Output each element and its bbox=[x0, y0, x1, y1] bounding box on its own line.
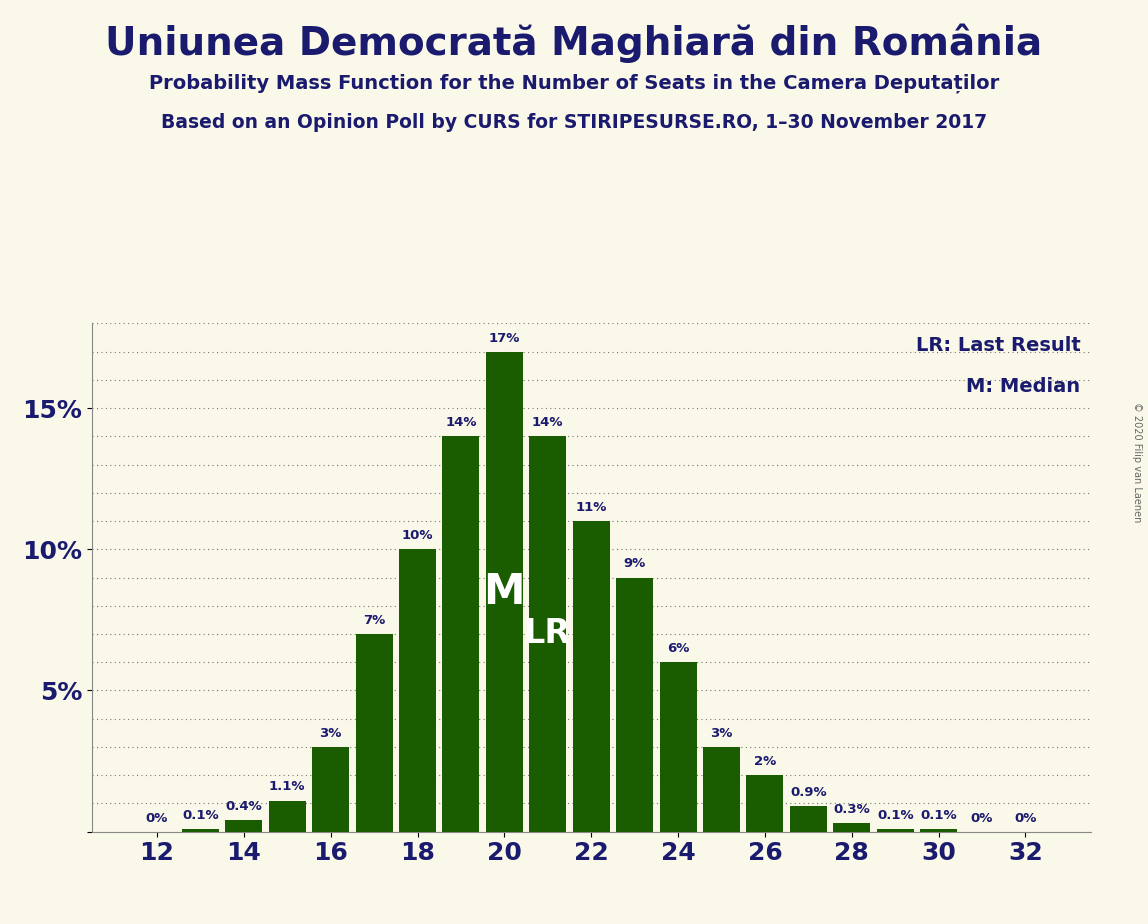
Bar bbox=[833, 823, 870, 832]
Bar bbox=[703, 747, 740, 832]
Text: LR: LR bbox=[525, 617, 572, 650]
Text: 14%: 14% bbox=[445, 417, 476, 430]
Bar bbox=[746, 775, 783, 832]
Text: 14%: 14% bbox=[532, 417, 564, 430]
Text: Probability Mass Function for the Number of Seats in the Camera Deputaților: Probability Mass Function for the Number… bbox=[149, 74, 999, 93]
Bar bbox=[573, 521, 610, 832]
Text: 0.4%: 0.4% bbox=[225, 800, 262, 813]
Text: 0.1%: 0.1% bbox=[183, 808, 219, 821]
Bar bbox=[486, 352, 522, 832]
Text: 1.1%: 1.1% bbox=[269, 781, 305, 794]
Text: © 2020 Filip van Laenen: © 2020 Filip van Laenen bbox=[1132, 402, 1142, 522]
Bar bbox=[225, 821, 262, 832]
Bar bbox=[356, 634, 393, 832]
Text: 0%: 0% bbox=[971, 811, 993, 824]
Text: LR: Last Result: LR: Last Result bbox=[916, 336, 1080, 355]
Bar bbox=[529, 436, 566, 832]
Text: 9%: 9% bbox=[623, 557, 646, 570]
Bar bbox=[877, 829, 914, 832]
Bar bbox=[181, 829, 219, 832]
Text: M: M bbox=[483, 571, 525, 613]
Text: 11%: 11% bbox=[575, 501, 607, 514]
Bar bbox=[660, 663, 697, 832]
Text: 17%: 17% bbox=[489, 332, 520, 345]
Bar bbox=[921, 829, 957, 832]
Text: Based on an Opinion Poll by CURS for STIRIPESURSE.RO, 1–30 November 2017: Based on an Opinion Poll by CURS for STI… bbox=[161, 113, 987, 132]
Text: 0.9%: 0.9% bbox=[790, 786, 827, 799]
Text: M: Median: M: Median bbox=[967, 377, 1080, 395]
Text: 2%: 2% bbox=[754, 755, 776, 768]
Bar bbox=[616, 578, 653, 832]
Text: 0%: 0% bbox=[1015, 811, 1037, 824]
Text: 3%: 3% bbox=[711, 727, 732, 740]
Bar bbox=[790, 806, 827, 832]
Bar bbox=[269, 800, 305, 832]
Text: 0.1%: 0.1% bbox=[921, 808, 957, 821]
Text: 0.3%: 0.3% bbox=[833, 803, 870, 816]
Bar bbox=[312, 747, 349, 832]
Text: 0%: 0% bbox=[146, 811, 168, 824]
Text: 3%: 3% bbox=[319, 727, 342, 740]
Text: 10%: 10% bbox=[402, 529, 433, 542]
Text: Uniunea Democrată Maghiară din România: Uniunea Democrată Maghiară din România bbox=[106, 23, 1042, 63]
Bar bbox=[400, 549, 436, 832]
Text: 6%: 6% bbox=[667, 642, 689, 655]
Text: 0.1%: 0.1% bbox=[877, 808, 914, 821]
Text: 7%: 7% bbox=[363, 614, 386, 626]
Bar bbox=[442, 436, 480, 832]
